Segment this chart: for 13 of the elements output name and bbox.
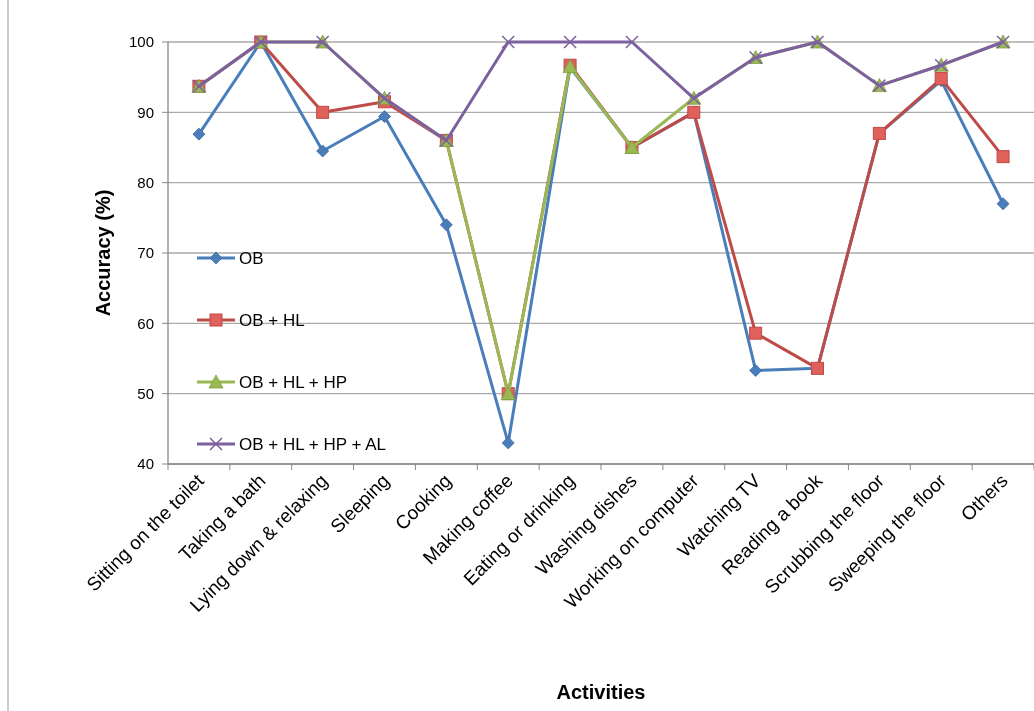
legend-label: OB + HL — [239, 310, 305, 330]
legend-label: OB — [239, 248, 264, 268]
y-tick-label: 60 — [137, 314, 154, 332]
legend-label: OB + HL + HP + AL — [239, 434, 386, 454]
x-axis-title: Activities — [556, 681, 646, 703]
y-tick-label: 90 — [137, 103, 154, 121]
legend-label: OB + HL + HP — [239, 372, 348, 392]
y-tick-label: 70 — [137, 244, 154, 262]
y-tick-label: 40 — [137, 455, 154, 473]
y-tick-label: 50 — [137, 384, 154, 402]
y-tick-label: 100 — [128, 33, 154, 51]
y-axis-title: Accuracy (%) — [92, 189, 114, 317]
y-tick-label: 80 — [137, 173, 154, 191]
